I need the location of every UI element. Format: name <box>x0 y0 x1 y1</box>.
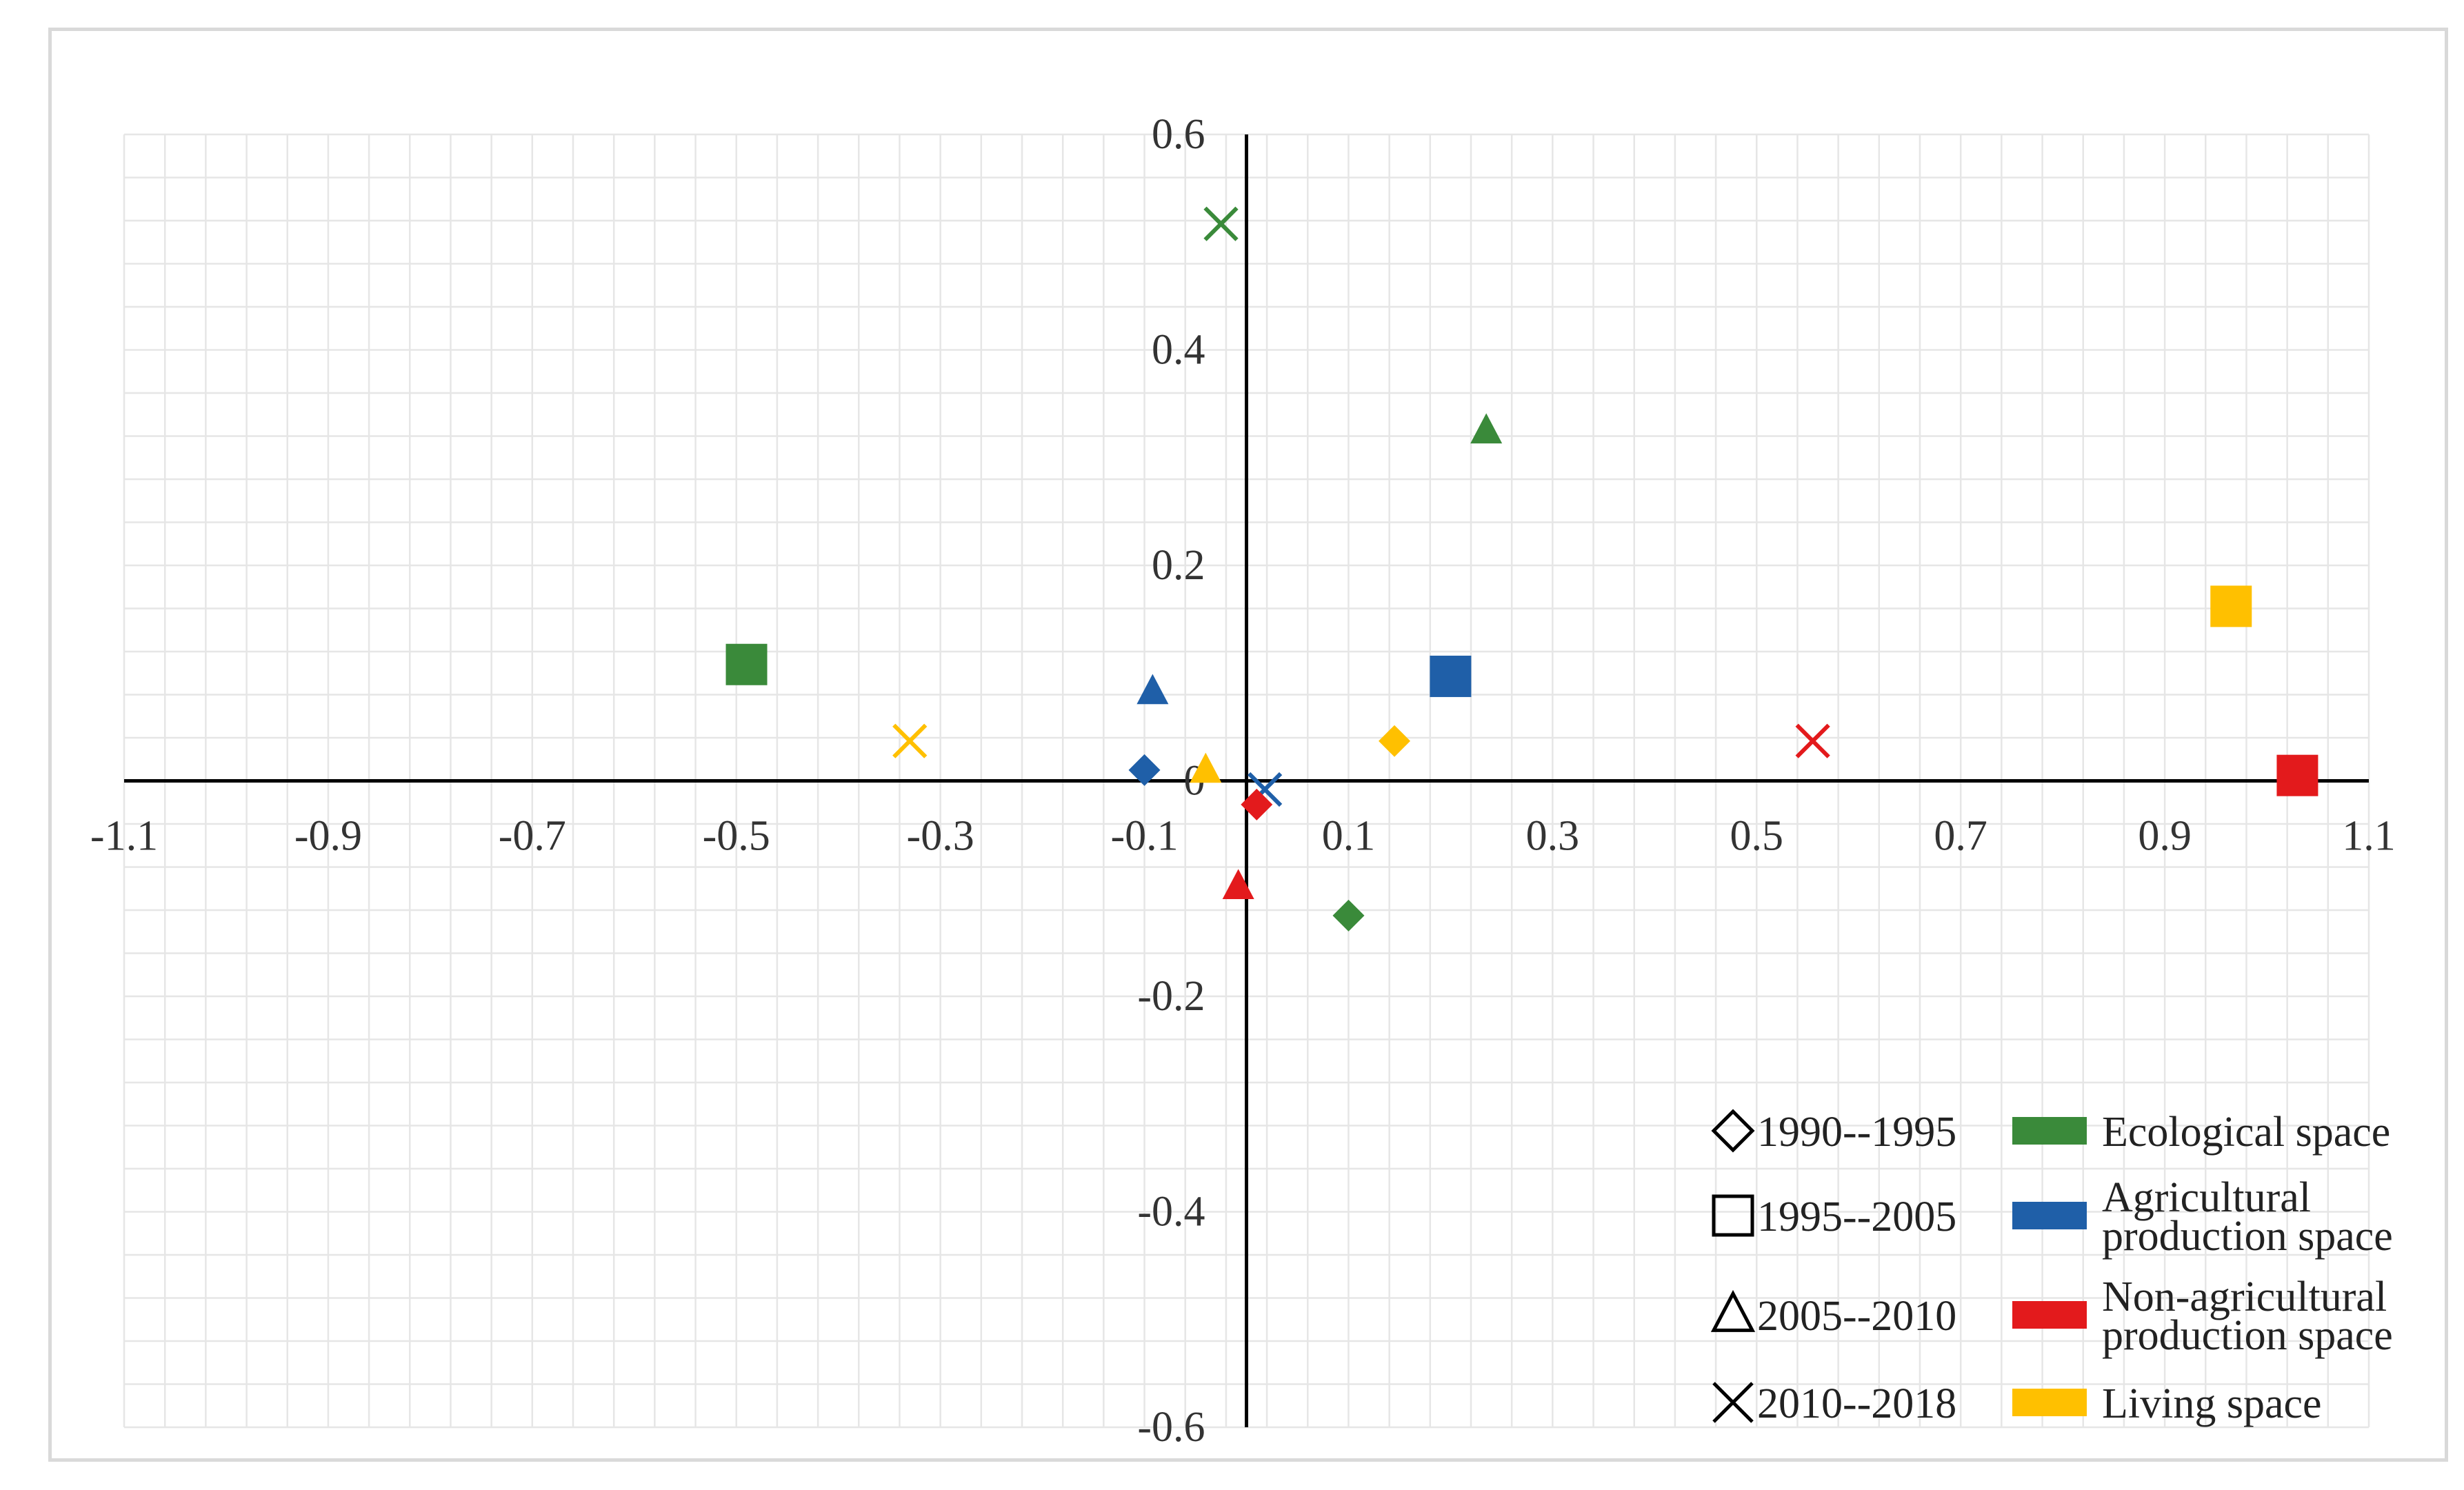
axes <box>124 134 2369 1427</box>
x-tick-label: -0.9 <box>294 813 362 860</box>
y-tick-label: -0.2 <box>1137 973 1205 1020</box>
point-diamond <box>1332 899 1365 932</box>
y-tick-label: 0.4 <box>1152 327 1205 374</box>
point-cross <box>892 723 928 758</box>
legend-space-label: production space <box>2102 1213 2393 1260</box>
cross-stroke <box>1712 1382 1754 1423</box>
legend-diamond-icon <box>1711 1109 1755 1153</box>
legend-triangle-icon <box>1710 1289 1756 1332</box>
y-tick-label: -0.4 <box>1137 1189 1205 1236</box>
point-triangle <box>1470 413 1503 444</box>
tick-labels: -1.1 -0.9 -0.7 -0.5 -0.3 -0.1 0.1 0.3 0.5 0.7 0.9 1… <box>90 111 2396 1451</box>
legend-space-label: Agricultural <box>2102 1174 2311 1221</box>
cross-stroke <box>1203 206 1239 241</box>
legend-period-label: 1990--1995 <box>1757 1109 1956 1156</box>
legend-color-swatch <box>2012 1389 2087 1416</box>
point-square <box>2276 754 2318 796</box>
legend-color-swatch <box>2012 1117 2087 1145</box>
x-tick-label: -0.1 <box>1110 813 1178 860</box>
legend-space-label: Ecological space <box>2102 1109 2390 1156</box>
point-triangle <box>1136 674 1169 705</box>
cross-stroke <box>892 723 928 758</box>
legend-period-label: 2005--2010 <box>1757 1293 1956 1340</box>
x-tick-label: 0.9 <box>2138 813 2192 860</box>
x-tick-label: 0.3 <box>1526 813 1580 860</box>
x-tick-label: -1.1 <box>90 813 158 860</box>
point-triangle <box>1222 869 1254 900</box>
x-tick-label: 0.7 <box>1934 813 1987 860</box>
legend: 1990--1995 1995--2005 2005--2010 2010--2018… <box>1710 1109 2393 1427</box>
x-tick-label: 1.1 <box>2342 813 2396 860</box>
legend-square-icon <box>1712 1194 1754 1237</box>
point-cross <box>1795 723 1830 758</box>
y-tick-label: 0.2 <box>1152 542 1205 589</box>
legend-cross-icon <box>1712 1382 1754 1423</box>
legend-space-label: Living space <box>2102 1380 2322 1427</box>
cross-stroke <box>1795 723 1830 758</box>
legend-color-swatch <box>2012 1202 2087 1229</box>
legend-color-swatch <box>2012 1301 2087 1329</box>
point-square <box>2210 585 2252 627</box>
data-points <box>725 206 2318 932</box>
point-diamond <box>1379 725 1411 757</box>
y-tick-label: 0.6 <box>1152 111 1205 158</box>
y-tick-label: -0.6 <box>1137 1404 1205 1451</box>
point-diamond <box>1241 788 1273 820</box>
point-triangle <box>1190 752 1222 783</box>
point-square <box>1430 655 1472 697</box>
point-cross <box>1203 206 1239 241</box>
point-diamond <box>1128 754 1161 786</box>
legend-space-label: Non-agricultural <box>2102 1273 2387 1320</box>
x-tick-label: -0.7 <box>499 813 566 860</box>
point-square <box>725 643 768 685</box>
legend-period-label: 1995--2005 <box>1757 1194 1956 1240</box>
legend-space-label: production space <box>2102 1312 2393 1359</box>
x-tick-label: 0.1 <box>1322 813 1376 860</box>
x-tick-label: 0.5 <box>1730 813 1784 860</box>
x-tick-label: -0.5 <box>703 813 770 860</box>
legend-period-label: 2010--2018 <box>1757 1380 1956 1427</box>
x-tick-label: -0.3 <box>907 813 974 860</box>
